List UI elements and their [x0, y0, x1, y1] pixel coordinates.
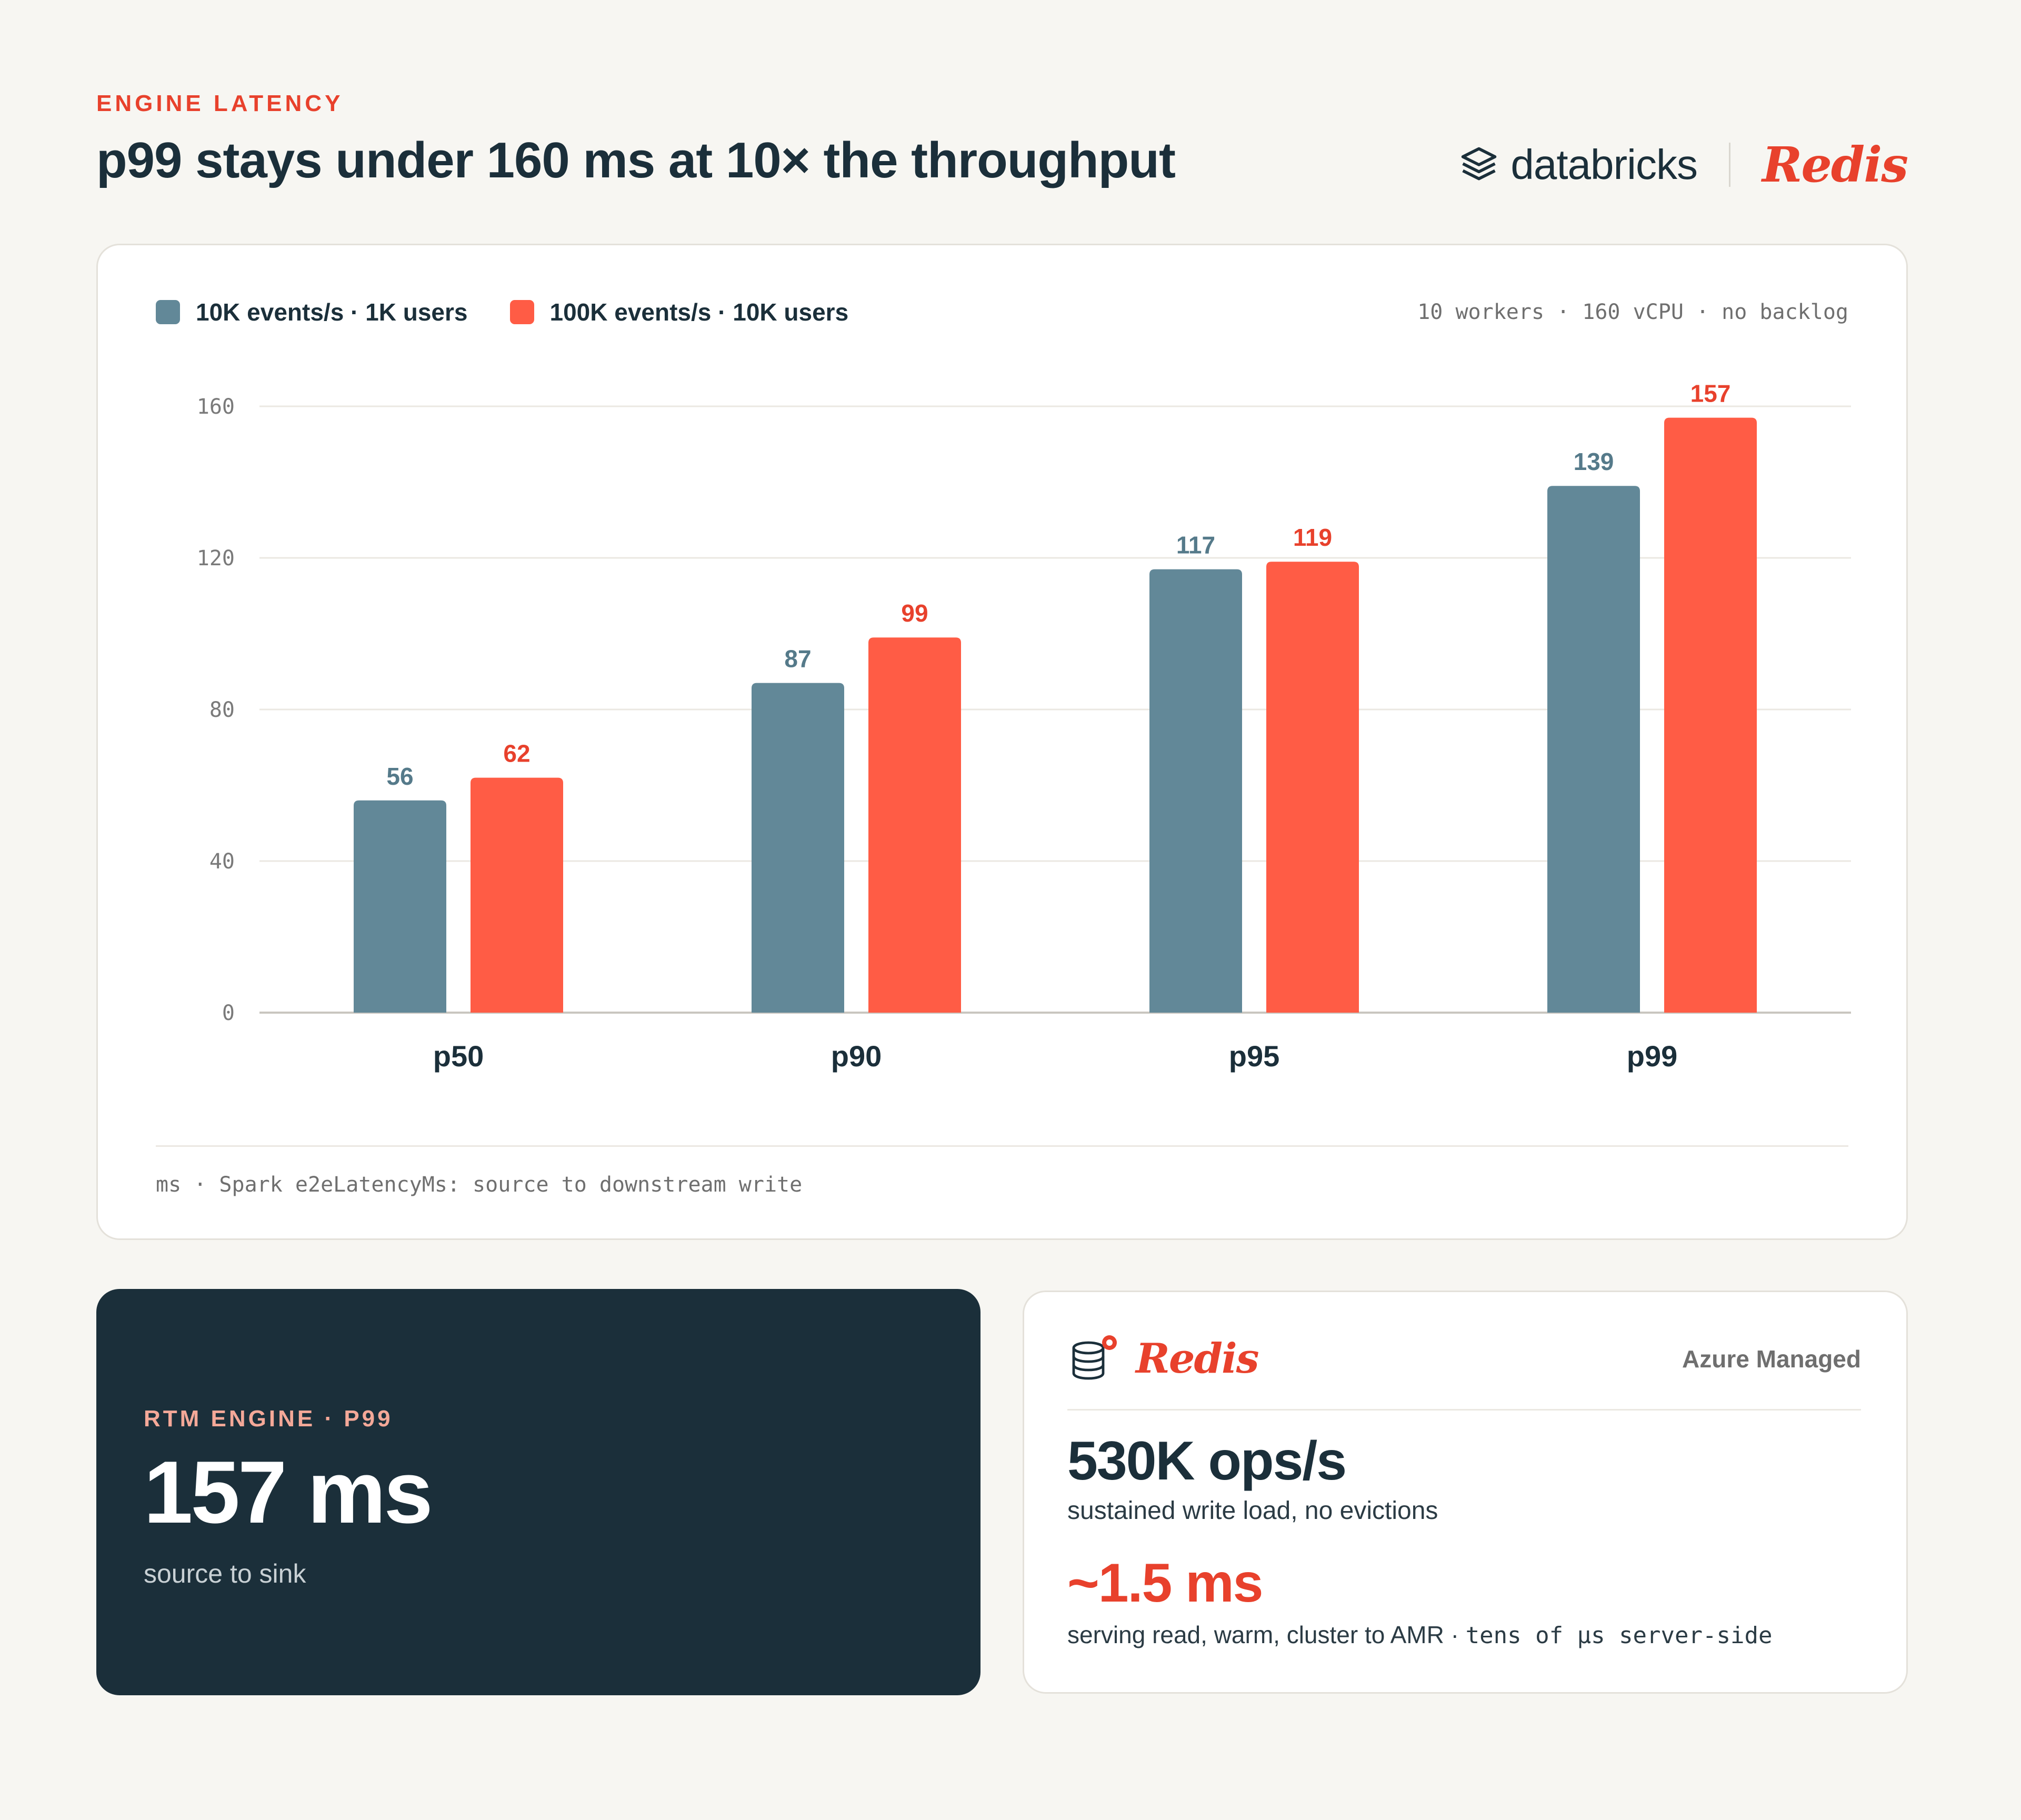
ops-metric: 530K ops/s [1067, 1431, 1347, 1492]
redis-card-wordmark: Redis [1136, 1334, 1259, 1383]
bar [752, 683, 844, 1013]
p99-stat-card: RTM ENGINE · P99 157 ms source to sink [96, 1289, 981, 1695]
redis-database-icon [1072, 1335, 1117, 1380]
redis-wordmark: Redis [1762, 136, 1908, 193]
legend-label-10k: 10K events/s · 1K users [196, 298, 468, 326]
bar-value-label: 99 [901, 599, 928, 627]
partner-logos: databricks Redis [1459, 136, 1908, 194]
stat-value: 157 ms [144, 1443, 433, 1542]
databricks-logo: databricks [1459, 141, 1698, 189]
x-tick-label: p90 [831, 1039, 882, 1073]
bar [868, 637, 961, 1013]
y-tick-label: 80 [209, 698, 235, 722]
page-title: p99 stays under 160 ms at 10× the throug… [96, 132, 1176, 188]
y-tick-label: 120 [197, 546, 235, 571]
legend-swatch-10k [156, 300, 180, 324]
bar [1149, 569, 1242, 1013]
redis-stats-card: Redis Azure Managed 530K ops/s sustained… [1023, 1291, 1908, 1694]
bar-value-label: 56 [386, 763, 413, 790]
y-tick-label: 160 [197, 395, 235, 419]
bar-value-label: 139 [1574, 448, 1614, 475]
y-tick-label: 0 [222, 1001, 235, 1025]
bar [1547, 486, 1640, 1013]
bar [471, 777, 563, 1013]
stat-eyebrow: RTM ENGINE · P99 [144, 1406, 393, 1432]
bar-value-label: 87 [784, 645, 811, 673]
read-latency-caption-text: serving read, warm, cluster to AMR · [1067, 1621, 1459, 1648]
logo-divider [1728, 143, 1730, 187]
stat-caption: source to sink [144, 1559, 306, 1588]
ops-metric-caption: sustained write load, no evictions [1067, 1497, 1438, 1525]
bar [1266, 562, 1359, 1013]
chart-meta-note: 10 workers · 160 vCPU · no backlog [1417, 300, 1848, 324]
redis-card-header: Redis [1067, 1333, 1259, 1384]
x-tick-label: p99 [1627, 1039, 1678, 1073]
latency-bar-chart: 0 40 80 120 160 56 62 p50 87 99 p90 117 119 p95 139 157… [197, 380, 1851, 1073]
bar-value-label: 62 [503, 740, 530, 767]
legend-swatch-100k [509, 300, 534, 324]
bar-value-label: 157 [1690, 380, 1731, 407]
chart-legend: 10K events/s · 1K users 100K events/s · … [156, 298, 848, 326]
databricks-wordmark: databricks [1510, 141, 1698, 188]
x-tick-label: p95 [1229, 1039, 1280, 1073]
databricks-stack-icon [1462, 147, 1497, 181]
latency-chart-card: 10K events/s · 1K users 100K events/s · … [96, 244, 1908, 1240]
read-latency-caption: serving read, warm, cluster to AMR · ten… [1067, 1621, 1772, 1649]
read-latency-metric: ~1.5 ms [1067, 1553, 1264, 1614]
bar [1664, 417, 1757, 1013]
read-latency-caption-mono: tens of μs server-side [1465, 1622, 1773, 1649]
bar-value-label: 119 [1293, 524, 1332, 551]
eyebrow: ENGINE LATENCY [96, 91, 344, 116]
chart-footer-divider [156, 1145, 1848, 1147]
legend-label-100k: 100K events/s · 10K users [549, 298, 849, 326]
redis-card-divider [1067, 1409, 1861, 1411]
legend-item-100k: 100K events/s · 10K users [509, 298, 849, 326]
bar [354, 800, 446, 1013]
y-tick-label: 40 [209, 849, 235, 874]
bar-value-label: 117 [1176, 532, 1215, 559]
chart-footer-note: ms · Spark e2eLatencyMs: source to downs… [156, 1173, 803, 1197]
x-tick-label: p50 [433, 1039, 484, 1073]
azure-managed-tag: Azure Managed [1682, 1345, 1861, 1373]
legend-item-10k: 10K events/s · 1K users [156, 298, 468, 326]
